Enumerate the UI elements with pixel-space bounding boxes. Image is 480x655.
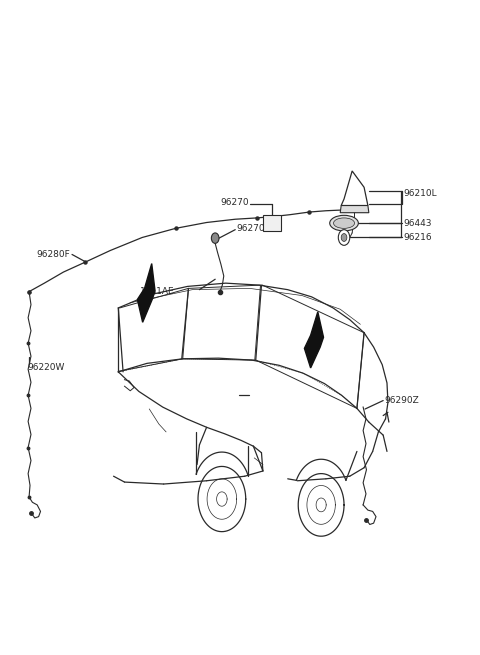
Polygon shape: [341, 171, 368, 206]
Circle shape: [341, 234, 347, 242]
Ellipse shape: [330, 215, 359, 231]
Text: 96210L: 96210L: [404, 189, 437, 198]
FancyBboxPatch shape: [263, 215, 281, 231]
Text: 1141AE: 1141AE: [140, 287, 174, 296]
Circle shape: [211, 233, 219, 244]
Ellipse shape: [334, 218, 355, 229]
Circle shape: [338, 230, 350, 246]
Text: 96290Z: 96290Z: [384, 396, 420, 405]
Text: 96216: 96216: [404, 233, 432, 242]
Text: 96280F: 96280F: [37, 250, 71, 259]
Text: 96270: 96270: [220, 198, 249, 207]
Text: 96443: 96443: [404, 219, 432, 228]
Polygon shape: [340, 206, 369, 213]
Polygon shape: [137, 263, 155, 322]
Polygon shape: [304, 312, 324, 368]
Text: 96220W: 96220W: [28, 364, 65, 373]
Text: 96270B: 96270B: [237, 224, 271, 233]
